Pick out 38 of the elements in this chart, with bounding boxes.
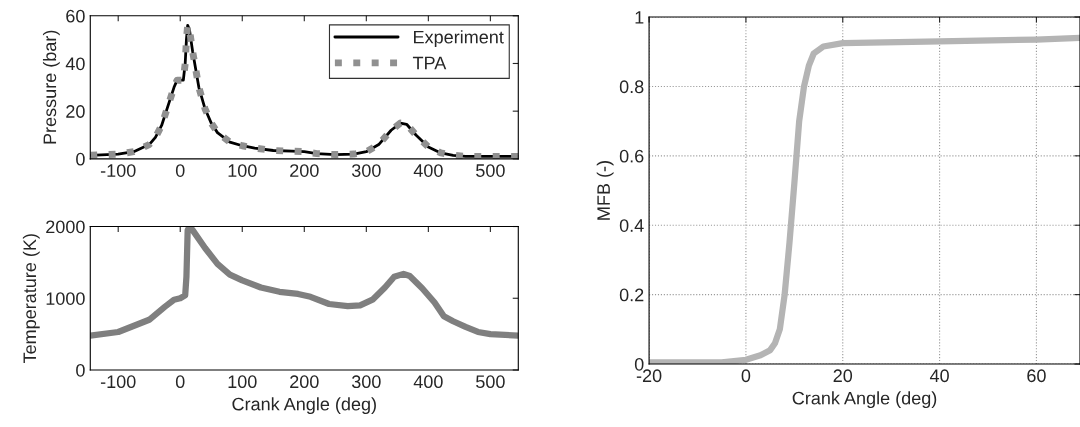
x-tick-label: 400: [413, 375, 443, 389]
x-tick-label: 20: [833, 369, 853, 383]
y-tick-label: 2000: [46, 220, 85, 234]
y-tick-label: 40: [65, 57, 85, 71]
y-axis-title: MFB (-): [596, 161, 614, 220]
x-tick-label: -100: [100, 375, 136, 389]
legend-label: TPA: [412, 56, 447, 70]
x-tick-label: 500: [476, 164, 505, 177]
y-tick-label: 0.6: [619, 149, 644, 163]
y-tick-label: 0: [76, 152, 85, 166]
x-tick-label: 300: [351, 375, 381, 389]
y-tick-label: 0.8: [619, 80, 644, 94]
x-tick-label: 0: [175, 164, 185, 177]
x-tick-label: 100: [228, 164, 257, 177]
y-tick-label: 1000: [46, 292, 85, 305]
y-tick-label: 60: [66, 9, 85, 23]
y-tick-label: 0.4: [619, 219, 644, 232]
x-tick-label: 0: [175, 375, 185, 389]
y-axis-title: Temperature (K): [22, 234, 40, 364]
x-tick-label: 200: [290, 164, 319, 177]
x-axis-title: Crank Angle (deg): [232, 397, 376, 415]
legend-label: Experiment: [414, 30, 504, 48]
x-tick-label: 300: [351, 164, 381, 177]
x-tick-label: -20: [636, 369, 662, 383]
x-tick-label: 40: [929, 369, 949, 383]
x-tick-label: 100: [228, 375, 257, 389]
x-tick-label: 60: [1027, 369, 1046, 383]
x-axis-title: Crank Angle (deg): [792, 391, 937, 409]
x-tick-label: -100: [100, 164, 136, 177]
y-axis-title: Pressure (bar): [42, 30, 60, 144]
y-tick-label: 20: [66, 105, 85, 118]
x-tick-label: 0: [741, 369, 751, 383]
x-tick-label: 200: [290, 375, 319, 389]
y-tick-label: 0.2: [619, 288, 644, 302]
y-tick-label: 0: [634, 357, 644, 371]
x-tick-label: 400: [413, 164, 443, 177]
x-tick-label: 500: [476, 375, 505, 389]
y-tick-label: 1: [635, 11, 644, 24]
